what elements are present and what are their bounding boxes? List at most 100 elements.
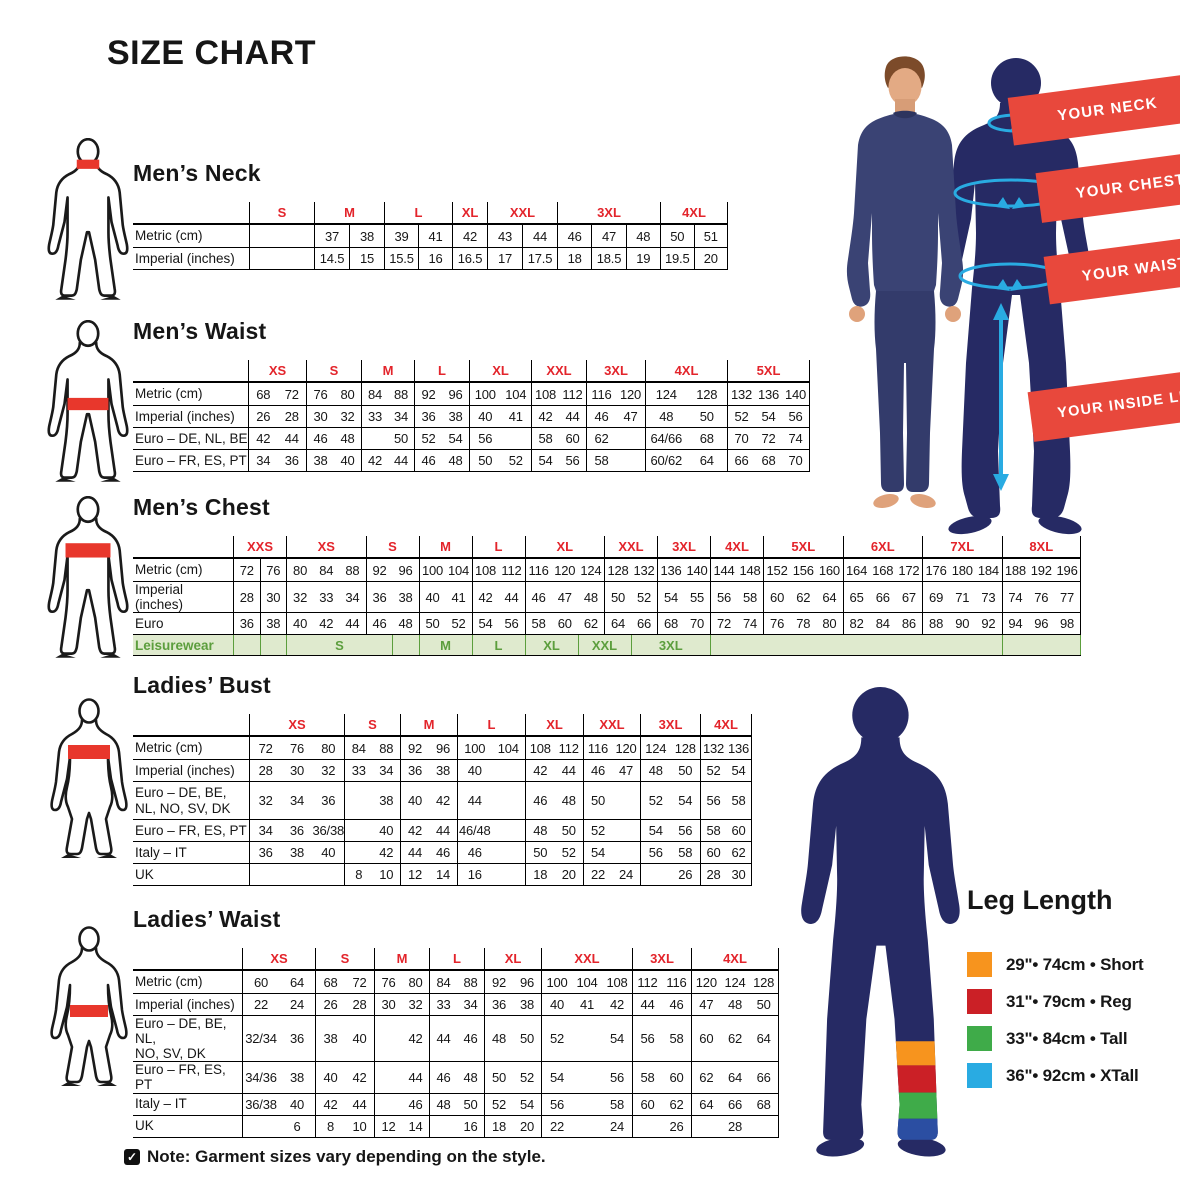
value-cell: 78 xyxy=(796,616,811,632)
value-cell: 54 xyxy=(549,1069,565,1085)
value-cell: 112 xyxy=(562,386,583,402)
value-cell xyxy=(250,248,314,269)
value-cell: 70 xyxy=(689,616,705,632)
value-cell: 64 xyxy=(289,974,305,990)
value-cell: 20 xyxy=(519,1118,535,1134)
value-cell: 104 xyxy=(576,974,598,990)
leisurewear-row: Leisurewear S M L XL XXL 3XL xyxy=(133,634,1081,656)
leg-length-title: Leg Length xyxy=(967,885,1113,915)
size-group-cell: 152 156 160 xyxy=(763,559,843,581)
value-cell xyxy=(492,842,526,863)
size-label-xl: XL xyxy=(452,202,487,223)
value-cell: 36 xyxy=(284,453,299,468)
value-cell: 19 xyxy=(625,248,660,269)
size-label-xxl: XXL xyxy=(487,202,557,223)
value-cell: 88 xyxy=(393,386,409,402)
value-cell xyxy=(501,428,532,449)
leisurewear-segment xyxy=(392,635,419,656)
size-group-cell: 48 50 xyxy=(429,1093,484,1115)
size-label-s: S xyxy=(249,202,314,223)
value-cell: 54 xyxy=(663,589,679,605)
band-tall xyxy=(886,1092,947,1119)
value-cell: 132 xyxy=(633,562,655,578)
value-cell: 108 xyxy=(606,974,628,990)
value-cell: 116 xyxy=(666,974,687,990)
value-cell: 44 xyxy=(393,453,409,468)
size-group-cell: 144 148 xyxy=(710,559,763,581)
leisurewear-label: Leisurewear xyxy=(135,637,214,653)
value-cell: 15 xyxy=(349,248,384,269)
value-cell: 64 xyxy=(756,1031,771,1047)
table-row: Imperial (inches) 26 28 30 32 33 34 36 38 40 41 42 4… xyxy=(133,405,810,427)
value-cell: 100 xyxy=(546,974,568,990)
value-cell xyxy=(375,1094,402,1115)
value-cell: 54 xyxy=(448,431,463,446)
size-group-cell: 22 24 xyxy=(242,994,315,1015)
size-label-l: L xyxy=(384,202,452,223)
value-cell: 22 xyxy=(590,867,606,882)
size-group-cell: 92 96 xyxy=(484,971,541,993)
size-label-m: M xyxy=(374,948,429,969)
size-group-cell: 50 51 xyxy=(660,225,728,247)
size-label-l: L xyxy=(429,948,484,969)
value-cell: 84 xyxy=(367,386,383,402)
value-cell xyxy=(362,428,388,449)
value-cell: 86 xyxy=(901,616,916,632)
value-cell: 36 xyxy=(421,409,436,424)
legend-item-reg: 31"• 79cm • Reg xyxy=(967,989,1177,1014)
value-cell: 140 xyxy=(784,386,807,402)
value-cell xyxy=(375,1062,402,1092)
size-group-cell: 58 60 xyxy=(700,820,752,841)
value-cell: 33 xyxy=(367,409,383,424)
value-cell: 40 xyxy=(478,409,493,424)
legend-item-xtall: 36"• 92cm • XTall xyxy=(967,1063,1177,1088)
size-group-cell: 100 104 xyxy=(469,383,531,405)
size-group-cell: 36 38 xyxy=(400,760,457,781)
checkbox-icon: ✓ xyxy=(124,1149,140,1165)
value-cell: 40 xyxy=(549,997,565,1012)
value-cell: 38 xyxy=(259,613,287,635)
value-cell: 42 xyxy=(533,763,548,778)
value-cell: 58 xyxy=(742,589,758,605)
size-group-cell xyxy=(249,864,344,885)
value-cell xyxy=(616,428,645,449)
row-label: Metric (cm) xyxy=(135,562,203,578)
leisurewear-segment: M xyxy=(418,635,472,656)
size-group-cell: 8 10 xyxy=(315,1115,374,1137)
size-group-cell: 94 96 98 xyxy=(1001,613,1081,635)
size-label-5xl: 5XL xyxy=(727,360,810,381)
value-cell: 124 xyxy=(580,562,602,578)
size-group-cell: 36 38 xyxy=(484,994,541,1015)
value-cell: 34 xyxy=(256,453,271,468)
value-cell xyxy=(616,450,645,471)
value-cell: 44 xyxy=(504,589,519,605)
value-cell: 44 xyxy=(640,997,655,1012)
size-group-cell: 54 56 xyxy=(531,450,586,471)
footnote-text: Note: Garment sizes vary depending on th… xyxy=(147,1147,546,1166)
size-group-cell: 19.5 20 xyxy=(660,248,728,269)
value-cell: 34 xyxy=(289,793,305,808)
value-cell: 17 xyxy=(497,251,513,266)
size-group-cell: 188 192 196 xyxy=(1001,559,1081,581)
value-cell: 30 xyxy=(381,997,396,1012)
size-group-cell: 33 34 xyxy=(429,994,484,1015)
size-group-cell: 108 112 xyxy=(531,383,586,405)
value-cell xyxy=(345,842,373,863)
value-cell: 77 xyxy=(1060,589,1075,605)
value-cell: 38 xyxy=(398,589,413,605)
value-cell: 34 xyxy=(258,823,273,838)
value-cell: 50 xyxy=(533,845,548,860)
size-group-cell: 26 xyxy=(632,1115,691,1137)
value-cell: 36 xyxy=(289,1031,305,1047)
value-cell: 100 xyxy=(474,386,496,402)
size-group-cell: 12 14 xyxy=(374,1115,429,1137)
value-cell: 60 xyxy=(699,1031,714,1047)
value-cell: 62 xyxy=(699,1069,714,1085)
value-cell: 74 xyxy=(788,431,803,446)
value-cell: 24 xyxy=(618,867,634,882)
value-cell: 38 xyxy=(349,225,384,247)
row-label: Imperial (inches) xyxy=(135,408,235,424)
value-cell: 41 xyxy=(418,225,452,247)
row-label: Euro – DE, NL, BE xyxy=(135,430,248,446)
legend-item-short: 29"• 74cm • Short xyxy=(967,952,1177,977)
